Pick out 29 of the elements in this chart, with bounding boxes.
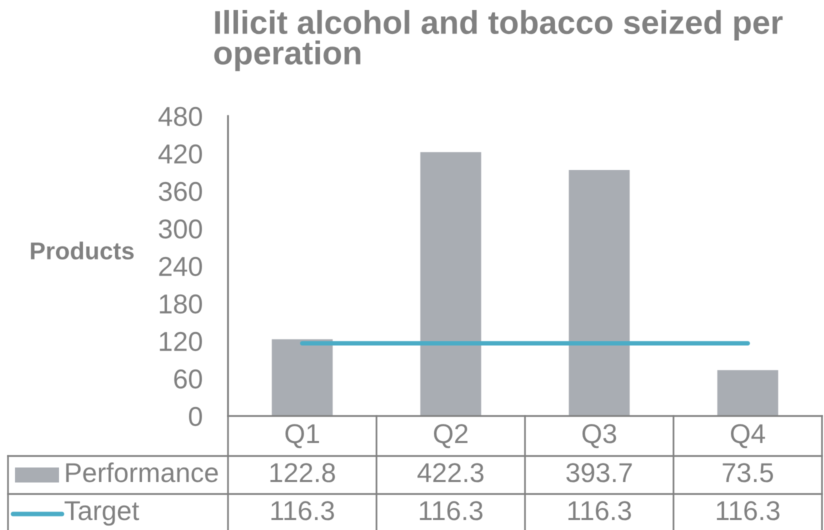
y-tick-label: 480 [158, 106, 202, 126]
data-label: 122.8 [270, 463, 335, 482]
data-label: 422.3 [417, 463, 484, 482]
data-label: 393.7 [566, 463, 632, 482]
x-tick-label: Q4 [730, 424, 766, 448]
legend-label: Target [64, 501, 140, 526]
bar [568, 170, 630, 416]
y-tick-label: 180 [160, 294, 202, 314]
y-tick-label: 120 [160, 332, 202, 352]
y-axis-title: Products [30, 242, 134, 260]
x-tick-label: Q2 [434, 424, 468, 448]
data-label: 116.3 [716, 501, 780, 520]
bar [717, 370, 778, 416]
data-label: 116.3 [271, 501, 334, 520]
legend-label: Performance [66, 462, 218, 482]
bar [272, 339, 333, 416]
x-tick-label: Q1 [285, 424, 319, 448]
y-tick-label: 360 [158, 182, 202, 202]
x-tick-label: Q3 [582, 424, 616, 448]
bar [420, 152, 482, 416]
data-label: 116.3 [420, 501, 482, 520]
y-tick-label: 240 [159, 256, 202, 276]
y-tick-label: 0 [188, 406, 202, 426]
y-tick-label: 300 [158, 219, 202, 239]
y-tick-label: 60 [174, 369, 202, 389]
data-label: 73.5 [722, 463, 773, 482]
y-tick-label: 420 [158, 144, 202, 164]
chart-title: Illicit alcohol and tobacco seized per operation [214, 10, 783, 72]
data-label: 116.3 [568, 501, 631, 520]
